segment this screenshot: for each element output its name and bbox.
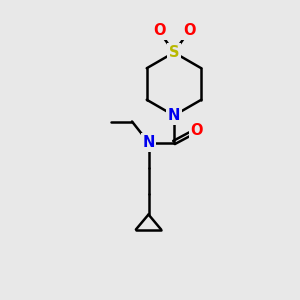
Text: N: N [142, 135, 155, 150]
Text: N: N [168, 108, 180, 123]
Text: O: O [190, 123, 203, 138]
Text: O: O [183, 23, 195, 38]
Text: S: S [169, 45, 179, 60]
Text: O: O [153, 23, 165, 38]
